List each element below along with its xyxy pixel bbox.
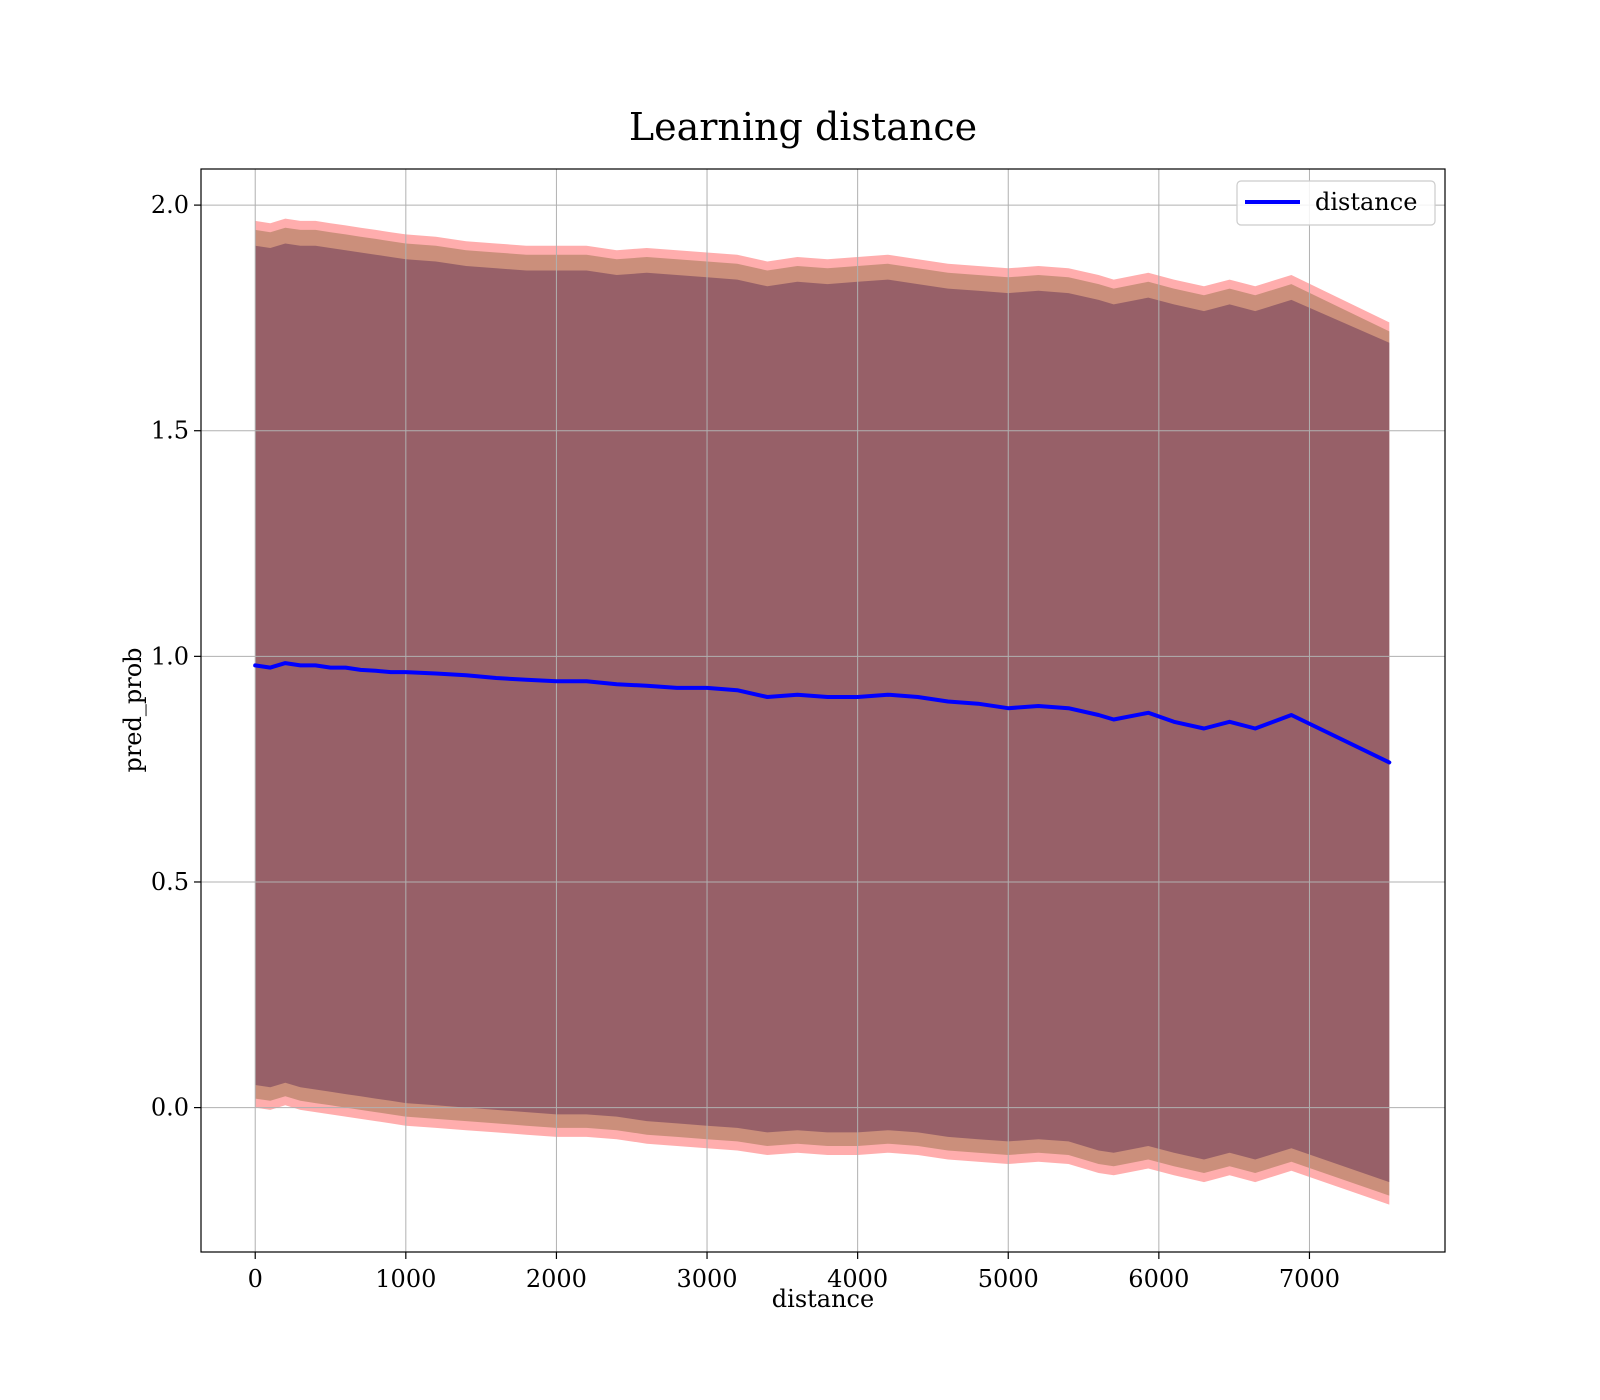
y-axis-ticks: 0.0 0.5 1.0 1.5 2.0	[151, 191, 201, 1122]
y-tick-label-3: 1.5	[151, 417, 189, 445]
x-tick-label-3: 3000	[676, 1265, 737, 1293]
confidence-bands	[255, 218, 1390, 1205]
y-axis-label: pred_prob	[119, 647, 147, 772]
legend: distance	[1236, 180, 1436, 226]
plot-area: 0 1000 2000 3000 4000 5000 6000 7000 0.0 0.5 1.0 1…	[151, 168, 1446, 1293]
y-tick-label-2: 1.0	[151, 642, 189, 670]
x-tick-label-6: 6000	[1128, 1265, 1189, 1293]
x-tick-label-4: 4000	[827, 1265, 888, 1293]
series-lines	[253, 661, 1392, 765]
x-tick-label-5: 5000	[978, 1265, 1039, 1293]
x-tick-label-2: 2000	[526, 1265, 587, 1293]
x-axis-ticks: 0 1000 2000 3000 4000 5000 6000 7000	[248, 1252, 1340, 1293]
legend-label: distance	[1315, 188, 1417, 216]
y-tick-label-1: 0.5	[151, 868, 189, 896]
x-axis-label: distance	[772, 1285, 874, 1313]
confidence-band-3	[255, 243, 1390, 1183]
chart-title: Learning distance	[629, 105, 977, 149]
y-tick-label-0: 0.0	[151, 1094, 189, 1122]
grid-lines	[201, 169, 1445, 1252]
x-tick-label-1: 1000	[375, 1265, 436, 1293]
series-line-distance	[253, 661, 1392, 765]
x-tick-label-7: 7000	[1279, 1265, 1340, 1293]
y-tick-label-4: 2.0	[151, 191, 189, 219]
axes-frame	[200, 168, 1446, 1253]
x-tick-label-0: 0	[248, 1265, 263, 1293]
legend-box	[1236, 180, 1436, 226]
